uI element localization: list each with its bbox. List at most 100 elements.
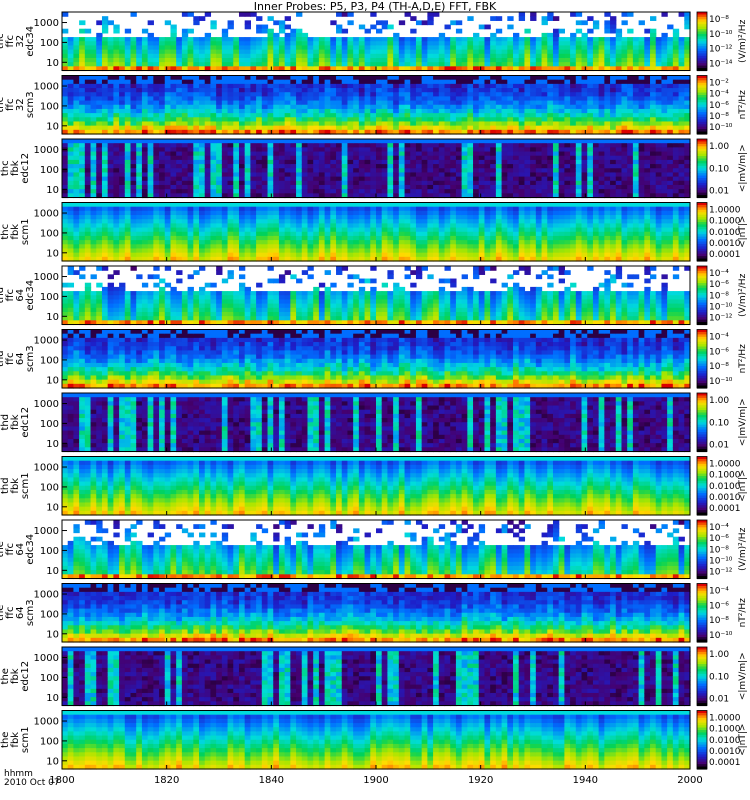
heatmap-cell	[478, 100, 486, 106]
heatmap-cell	[387, 57, 394, 63]
heatmap-cell	[313, 49, 320, 55]
heatmap-cell	[256, 252, 263, 258]
heatmap-cell	[176, 172, 183, 178]
heatmap-cell	[615, 193, 623, 199]
heatmap-cell	[495, 151, 503, 157]
heatmap-cell	[564, 193, 571, 199]
heatmap-cell	[130, 202, 137, 208]
heatmap-cell	[667, 147, 674, 153]
heatmap-cell	[124, 92, 132, 97]
heatmap-cell	[204, 168, 212, 174]
heatmap-cell	[450, 79, 457, 85]
heatmap-cell	[204, 88, 212, 93]
heatmap-cell	[130, 172, 137, 178]
heatmap-cell	[181, 100, 189, 106]
heatmap-cell	[96, 117, 103, 123]
heatmap-cell	[199, 252, 206, 258]
heatmap-cell	[530, 41, 537, 47]
heatmap-cell	[124, 125, 132, 131]
heatmap-cell	[84, 79, 92, 85]
heatmap-cell	[353, 83, 360, 89]
heatmap-cell	[387, 96, 394, 102]
heatmap-cell	[278, 49, 286, 55]
heatmap-cell	[187, 244, 194, 250]
heatmap-cell	[244, 244, 251, 250]
heatmap-cell	[273, 168, 280, 174]
heatmap-cell	[581, 88, 588, 93]
heatmap-cell	[347, 164, 354, 169]
heatmap-cell	[524, 41, 531, 47]
heatmap-cell	[461, 155, 468, 161]
heatmap-cell	[341, 108, 349, 114]
heatmap-cell	[552, 143, 560, 148]
heatmap-cell	[513, 172, 520, 178]
colorbar-cell	[697, 107, 707, 111]
heatmap-cell	[650, 147, 657, 153]
heatmap-cell	[199, 104, 206, 110]
heatmap-cell	[364, 180, 371, 186]
heatmap-cell	[107, 62, 114, 67]
heatmap-cell	[433, 66, 440, 72]
heatmap-cell	[672, 143, 680, 148]
heatmap-cell	[330, 45, 337, 51]
heatmap-cell	[632, 121, 640, 127]
heatmap-cell	[296, 104, 303, 110]
heatmap-cell	[444, 88, 451, 93]
heatmap-cell	[598, 83, 605, 89]
heatmap-cell	[153, 180, 160, 186]
heatmap-cell	[273, 66, 280, 72]
heatmap-cell	[610, 53, 617, 59]
heatmap-cell	[221, 79, 229, 85]
heatmap-cell	[79, 28, 86, 34]
colorbar-cell	[697, 170, 707, 174]
heatmap-cell	[341, 215, 349, 220]
heatmap-cell	[324, 57, 331, 63]
heatmap-cell	[267, 32, 274, 38]
heatmap-cell	[67, 57, 75, 63]
heatmap-cell	[261, 256, 269, 262]
heatmap-cell	[90, 62, 97, 67]
heatmap-cell	[450, 139, 457, 144]
heatmap-cell	[210, 139, 217, 144]
heatmap-cell	[627, 41, 634, 47]
heatmap-cell	[136, 121, 143, 127]
heatmap-cell	[164, 172, 172, 178]
heatmap-cell	[273, 83, 280, 89]
heatmap-cell	[347, 244, 354, 250]
heatmap-cell	[438, 147, 446, 153]
heatmap-cell	[604, 49, 611, 55]
heatmap-cell	[84, 231, 92, 237]
heatmap-cell	[438, 62, 446, 67]
heatmap-cell	[107, 223, 114, 229]
heatmap-cell	[164, 121, 172, 127]
heatmap-cell	[672, 49, 680, 55]
heatmap-cell	[341, 231, 349, 237]
heatmap-cell	[455, 62, 463, 67]
heatmap-cell	[638, 147, 645, 153]
heatmap-cell	[364, 189, 371, 194]
heatmap-cell	[290, 57, 297, 63]
heatmap-cell	[90, 41, 97, 47]
heatmap-cell	[336, 117, 343, 123]
heatmap-cell	[484, 45, 491, 51]
heatmap-cell	[410, 92, 417, 97]
heatmap-cell	[256, 155, 263, 161]
heatmap-cell	[73, 121, 80, 127]
heatmap-cell	[501, 45, 508, 51]
heatmap-cell	[347, 176, 354, 182]
heatmap-cell	[404, 37, 411, 42]
heatmap-cell	[273, 96, 280, 102]
heatmap-cell	[410, 88, 417, 93]
heatmap-cell	[278, 147, 286, 153]
heatmap-cell	[330, 180, 337, 186]
heatmap-cell	[461, 129, 468, 135]
heatmap-cell	[615, 176, 623, 182]
heatmap-cell	[318, 155, 326, 161]
heatmap-cell	[667, 168, 674, 174]
heatmap-cell	[84, 129, 92, 135]
heatmap-cell	[147, 32, 154, 38]
heatmap-cell	[587, 83, 594, 89]
heatmap-cell	[672, 79, 680, 85]
heatmap-cell	[507, 180, 514, 186]
heatmap-cell	[96, 193, 103, 199]
